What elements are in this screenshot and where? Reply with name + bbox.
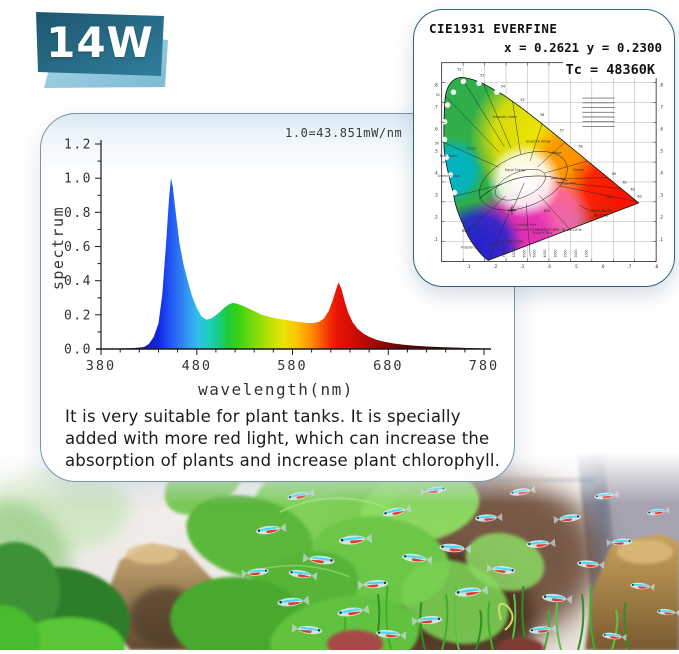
wattage-badge: 14W [30, 8, 180, 100]
svg-text:Orange: Orange [573, 168, 585, 172]
wattage-label: 14W [46, 18, 154, 67]
spectrum-chart: 0.0 0.2 0.4 0.6 0.8 1.0 1.2 380 480 580 680 780 [64, 138, 499, 375]
svg-text:COLOR TEMPERATURE IN KELVIN: COLOR TEMPERATURE IN KELVIN [514, 228, 582, 232]
description-text: It is very suitable for plant tanks. It … [65, 407, 501, 470]
svg-text:.6: .6 [434, 126, 438, 131]
spectrum-card: 0.0 0.2 0.4 0.6 0.8 1.0 1.2 380 480 580 680 780 1.0… [40, 113, 515, 482]
svg-text:5000: 5000 [533, 250, 537, 258]
svg-text:.2: .2 [434, 215, 438, 220]
svg-text:.5: .5 [574, 264, 578, 269]
svg-text:50: 50 [435, 141, 439, 145]
svg-text:60: 60 [612, 172, 616, 176]
svg-text:Greenish Yellow: Greenish Yellow [526, 139, 551, 143]
svg-text:1.2: 1.2 [64, 138, 92, 153]
cie-xy-values: x = 0.2621 y = 0.2300 [501, 40, 664, 55]
svg-text:Equal Energy: Equal Energy [505, 168, 526, 172]
svg-text:1500: 1500 [584, 250, 588, 258]
svg-text:.7: .7 [434, 104, 438, 109]
svg-text:.7: .7 [659, 104, 663, 109]
svg-text:55: 55 [520, 98, 524, 102]
svg-text:.6: .6 [601, 264, 605, 269]
cie-color-temperature: Tc = 48360K [562, 62, 658, 78]
svg-text:780: 780 [469, 358, 499, 374]
svg-text:.1: .1 [434, 237, 438, 242]
cie-card: CIE1931 EVERFINE x = 0.2621 y = 0.2300 T… [413, 9, 675, 287]
svg-text:Green: Green [466, 146, 475, 150]
svg-text:Purple: Purple [490, 243, 500, 247]
svg-text:.4: .4 [547, 264, 551, 269]
svg-text:380: 380 [86, 358, 116, 374]
svg-text:.2: .2 [493, 264, 497, 269]
svg-text:.3: .3 [520, 264, 524, 269]
svg-text:Blue: Blue [462, 229, 469, 233]
svg-text:53: 53 [480, 73, 484, 77]
svg-text:Red: Red [607, 195, 613, 199]
badge-ribbon-shape [36, 12, 168, 88]
svg-text:WAVELENGTH: WAVELENGTH [590, 209, 612, 213]
svg-text:0.6: 0.6 [64, 240, 92, 255]
svg-text:Purplish Pink: Purplish Pink [516, 223, 536, 227]
svg-text:1.0: 1.0 [64, 172, 92, 187]
svg-text:6500: 6500 [522, 250, 526, 258]
svg-text:0.8: 0.8 [64, 206, 92, 221]
svg-text:480: 480 [182, 358, 212, 374]
svg-text:57: 57 [560, 129, 564, 133]
svg-text:4000: 4000 [543, 250, 547, 258]
svg-text:Orange Pink: Orange Pink [557, 182, 576, 186]
svg-text:.6: .6 [659, 126, 663, 131]
svg-text:.7: .7 [627, 264, 631, 269]
chart-annotation: 1.0=43.851mW/nm [285, 126, 403, 140]
svg-text:51: 51 [436, 93, 440, 97]
svg-text:MICRONS: MICRONS [594, 214, 609, 218]
svg-text:.1: .1 [659, 237, 663, 242]
svg-text:2500: 2500 [564, 250, 568, 258]
svg-text:63: 63 [637, 194, 641, 198]
svg-text:Blue Green: Blue Green [440, 154, 457, 158]
svg-text:.1: .1 [467, 264, 471, 269]
svg-text:61: 61 [623, 181, 627, 185]
cie-title: CIE1931 EVERFINE [429, 21, 558, 36]
cie-chromaticity-diagram: .8 .8 .7 .7 .6 .6 .5 .5 .4 .4 .3 .3 .2 .2 .1 .1 .1 .2 .3 .4… [434, 62, 663, 269]
svg-text:0.0: 0.0 [64, 343, 92, 358]
svg-text:.3: .3 [434, 193, 438, 198]
svg-text:.4: .4 [434, 171, 438, 176]
svg-text:2000: 2000 [574, 250, 578, 258]
svg-text:Yellowish Green: Yellowish Green [492, 115, 517, 119]
svg-text:Greenish Blue: Greenish Blue [438, 174, 460, 178]
svg-text:Pink: Pink [544, 209, 551, 213]
chart-y-axis-label: spectrum [49, 205, 67, 291]
svg-text:.8: .8 [659, 82, 663, 87]
svg-text:52: 52 [457, 68, 461, 72]
svg-text:.4: .4 [659, 171, 663, 176]
svg-text:.5: .5 [434, 149, 438, 154]
svg-text:Purplish Red: Purplish Red [532, 231, 551, 235]
svg-text:.8: .8 [654, 264, 658, 269]
svg-text:.3: .3 [659, 193, 663, 198]
svg-text:10000: 10000 [512, 248, 516, 258]
svg-text:580: 580 [277, 358, 307, 374]
svg-text:.8: .8 [434, 82, 438, 87]
svg-text:62: 62 [631, 188, 635, 192]
svg-text:Reddish Purple: Reddish Purple [501, 240, 524, 244]
svg-text:680: 680 [373, 358, 403, 374]
svg-text:0.4: 0.4 [64, 274, 92, 289]
svg-text:20000: 20000 [502, 248, 506, 258]
svg-text:Yellow: Yellow [552, 151, 562, 155]
svg-text:58: 58 [578, 144, 582, 148]
svg-text:.5: .5 [659, 149, 663, 154]
svg-text:56: 56 [540, 113, 544, 117]
chart-x-axis-label: wavelength(nm) [198, 380, 354, 399]
svg-text:Purplish Blue: Purplish Blue [461, 246, 481, 250]
svg-text:.2: .2 [659, 215, 663, 220]
svg-text:3000: 3000 [553, 250, 557, 258]
svg-text:0.2: 0.2 [64, 308, 92, 323]
svg-text:54: 54 [501, 84, 505, 88]
